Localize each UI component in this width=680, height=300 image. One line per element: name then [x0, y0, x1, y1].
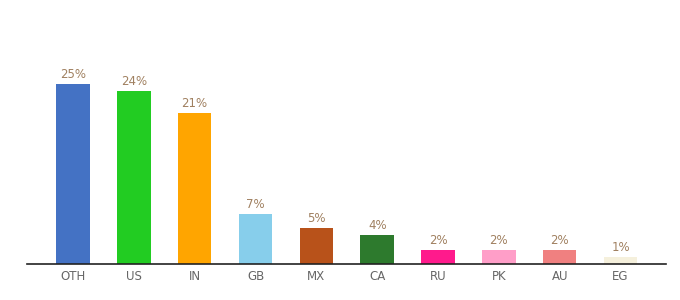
- Bar: [300, 228, 333, 264]
- Text: 24%: 24%: [121, 75, 147, 88]
- Bar: [422, 250, 455, 264]
- Text: 4%: 4%: [368, 219, 386, 232]
- Bar: [239, 214, 272, 264]
- Text: 2%: 2%: [490, 234, 508, 247]
- Bar: [178, 113, 211, 264]
- Bar: [117, 91, 150, 264]
- Bar: [604, 257, 637, 264]
- Text: 25%: 25%: [60, 68, 86, 81]
- Bar: [360, 235, 394, 264]
- Text: 5%: 5%: [307, 212, 326, 225]
- Text: 21%: 21%: [182, 97, 208, 110]
- Text: 7%: 7%: [246, 198, 265, 211]
- Text: 1%: 1%: [611, 241, 630, 254]
- Bar: [482, 250, 515, 264]
- Text: 2%: 2%: [550, 234, 569, 247]
- Bar: [543, 250, 577, 264]
- Bar: [56, 84, 90, 264]
- Text: 2%: 2%: [429, 234, 447, 247]
